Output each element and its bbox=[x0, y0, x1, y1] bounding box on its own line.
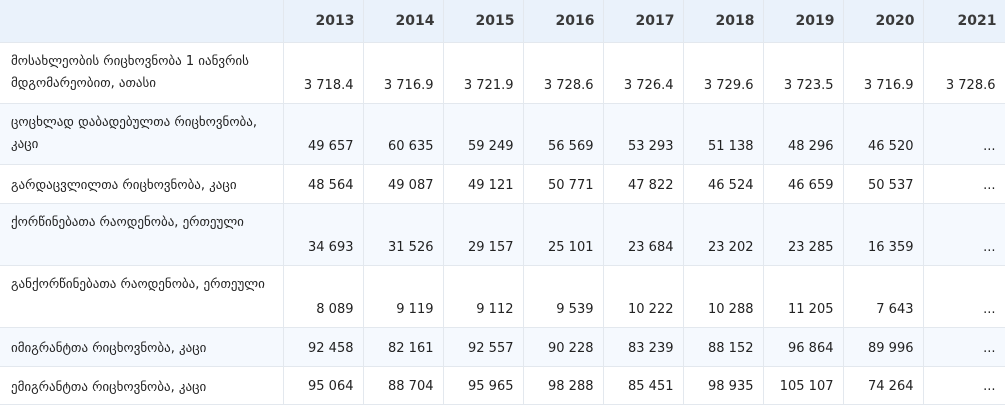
table-cell: ... bbox=[923, 265, 1005, 328]
year-header: 2015 bbox=[443, 0, 524, 43]
table-cell: 47 822 bbox=[603, 164, 684, 204]
year-header: 2017 bbox=[603, 0, 684, 43]
table-cell: 8 089 bbox=[283, 265, 364, 328]
row-label: ცოცხლად დაბადებულთა რიცხოვნობა, კაცი bbox=[0, 103, 284, 165]
table-cell: 31 526 bbox=[363, 203, 444, 266]
table-cell: 90 228 bbox=[523, 327, 604, 367]
table-cell: 49 121 bbox=[443, 164, 524, 204]
header-corner-cell bbox=[0, 0, 284, 43]
table-cell: 74 264 bbox=[843, 366, 924, 405]
table-cell: 11 205 bbox=[763, 265, 844, 328]
year-header: 2020 bbox=[843, 0, 924, 43]
row-label: მოსახლეობის რიცხოვნობა 1 იანვრის მდგომარ… bbox=[0, 42, 284, 104]
table-cell: 3 721.9 bbox=[443, 42, 524, 104]
year-header: 2021 bbox=[923, 0, 1005, 43]
year-header: 2019 bbox=[763, 0, 844, 43]
table-cell: 51 138 bbox=[683, 103, 764, 165]
table-cell: 34 693 bbox=[283, 203, 364, 266]
table-row: მოსახლეობის რიცხოვნობა 1 იანვრის მდგომარ… bbox=[0, 42, 1005, 104]
table-cell: 96 864 bbox=[763, 327, 844, 367]
table-cell: 10 288 bbox=[683, 265, 764, 328]
table-row: ემიგრანტთა რიცხოვნობა, კაცი 95 064 88 70… bbox=[0, 366, 1005, 405]
table-cell: 25 101 bbox=[523, 203, 604, 266]
table-cell: 3 723.5 bbox=[763, 42, 844, 104]
table-cell: 88 152 bbox=[683, 327, 764, 367]
table-cell: 3 728.6 bbox=[523, 42, 604, 104]
year-header: 2018 bbox=[683, 0, 764, 43]
table-cell: 59 249 bbox=[443, 103, 524, 165]
header-row: 2013 2014 2015 2016 2017 2018 2019 2020 … bbox=[0, 0, 1005, 43]
table-cell: 16 359 bbox=[843, 203, 924, 266]
table-cell: ... bbox=[923, 327, 1005, 367]
year-header: 2016 bbox=[523, 0, 604, 43]
table-cell: 60 635 bbox=[363, 103, 444, 165]
table-cell: 48 564 bbox=[283, 164, 364, 204]
table-cell: 23 684 bbox=[603, 203, 684, 266]
table-cell: 23 202 bbox=[683, 203, 764, 266]
table-cell: 3 716.9 bbox=[843, 42, 924, 104]
table-row: გარდაცვლილთა რიცხოვნობა, კაცი 48 564 49 … bbox=[0, 164, 1005, 204]
table-row: ცოცხლად დაბადებულთა რიცხოვნობა, კაცი 49 … bbox=[0, 103, 1005, 165]
table-cell: 46 520 bbox=[843, 103, 924, 165]
row-label: ქორწინებათა რაოდენობა, ერთეული bbox=[0, 203, 284, 266]
year-header: 2014 bbox=[363, 0, 444, 43]
table-cell: ... bbox=[923, 366, 1005, 405]
table-cell: 3 718.4 bbox=[283, 42, 364, 104]
table-cell: 3 716.9 bbox=[363, 42, 444, 104]
row-label: გარდაცვლილთა რიცხოვნობა, კაცი bbox=[0, 164, 284, 204]
row-label: იმიგრანტთა რიცხოვნობა, კაცი bbox=[0, 327, 284, 367]
table-cell: ... bbox=[923, 203, 1005, 266]
table-cell: 23 285 bbox=[763, 203, 844, 266]
table-cell: 49 657 bbox=[283, 103, 364, 165]
table-row: ქორწინებათა რაოდენობა, ერთეული 34 693 31… bbox=[0, 203, 1005, 266]
table-cell: 7 643 bbox=[843, 265, 924, 328]
table-cell: 95 965 bbox=[443, 366, 524, 405]
table-cell: 89 996 bbox=[843, 327, 924, 367]
table-cell: 88 704 bbox=[363, 366, 444, 405]
table-cell: 46 524 bbox=[683, 164, 764, 204]
table-cell: 29 157 bbox=[443, 203, 524, 266]
table-cell: 9 119 bbox=[363, 265, 444, 328]
table-row: იმიგრანტთა რიცხოვნობა, კაცი 92 458 82 16… bbox=[0, 327, 1005, 367]
table-cell: 10 222 bbox=[603, 265, 684, 328]
table-cell: 92 557 bbox=[443, 327, 524, 367]
table-cell: 48 296 bbox=[763, 103, 844, 165]
table-cell: 46 659 bbox=[763, 164, 844, 204]
table-cell: 50 771 bbox=[523, 164, 604, 204]
table-cell: 3 728.6 bbox=[923, 42, 1005, 104]
year-header: 2013 bbox=[283, 0, 364, 43]
table-cell: 98 288 bbox=[523, 366, 604, 405]
demographics-table: 2013 2014 2015 2016 2017 2018 2019 2020 … bbox=[0, 0, 1005, 405]
table-cell: 95 064 bbox=[283, 366, 364, 405]
table-cell: 9 539 bbox=[523, 265, 604, 328]
table-cell: 50 537 bbox=[843, 164, 924, 204]
table-cell: 3 729.6 bbox=[683, 42, 764, 104]
table-cell: 53 293 bbox=[603, 103, 684, 165]
table-cell: 3 726.4 bbox=[603, 42, 684, 104]
table-row: განქორწინებათა რაოდენობა, ერთეული 8 089 … bbox=[0, 265, 1005, 328]
table-cell: 82 161 bbox=[363, 327, 444, 367]
table-cell: 9 112 bbox=[443, 265, 524, 328]
table-cell: 92 458 bbox=[283, 327, 364, 367]
row-label: ემიგრანტთა რიცხოვნობა, კაცი bbox=[0, 366, 284, 405]
table-cell: ... bbox=[923, 164, 1005, 204]
table-cell: 83 239 bbox=[603, 327, 684, 367]
table-cell: 49 087 bbox=[363, 164, 444, 204]
table-cell: 98 935 bbox=[683, 366, 764, 405]
table-cell: ... bbox=[923, 103, 1005, 165]
table-cell: 56 569 bbox=[523, 103, 604, 165]
row-label: განქორწინებათა რაოდენობა, ერთეული bbox=[0, 265, 284, 328]
table-cell: 105 107 bbox=[763, 366, 844, 405]
table-cell: 85 451 bbox=[603, 366, 684, 405]
